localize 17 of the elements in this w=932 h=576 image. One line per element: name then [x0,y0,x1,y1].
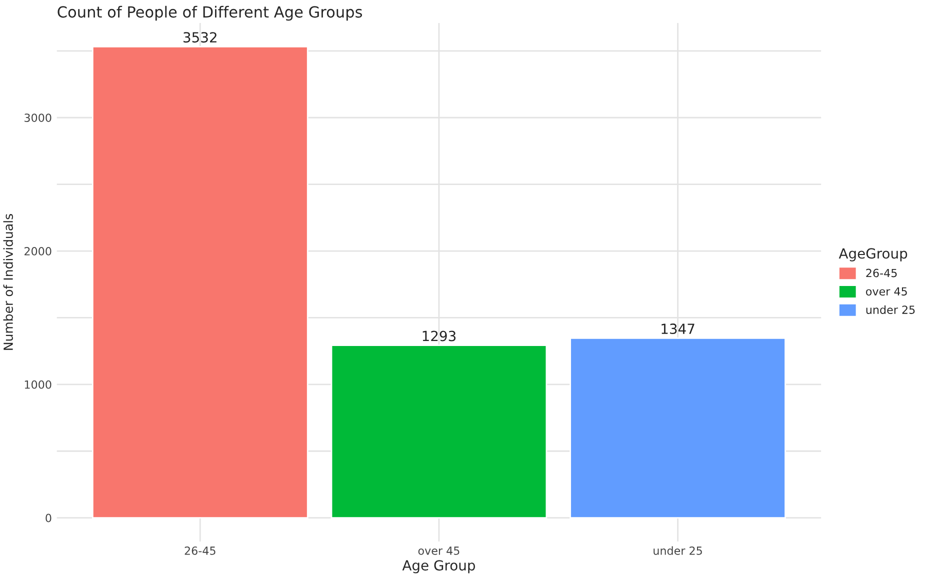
y-tick-label: 3000 [24,114,52,122]
chart-title: Count of People of Different Age Groups [58,6,362,21]
legend-label: over 45 [866,287,907,296]
x-tick-label: 26-45 [184,546,216,555]
y-axis-title: Number of Individuals [3,214,13,350]
y-tick-label: 1000 [24,380,52,389]
data-label: 1293 [422,330,456,342]
legend-label: 26-45 [866,268,897,278]
data-label: 1347 [662,324,694,334]
x-axis-title: Age Group [402,560,475,574]
data-label: 3532 [184,32,216,43]
y-tick-label: 0 [46,514,52,522]
legend-title: AgeGroup [838,248,908,262]
legend-label: under 25 [866,305,915,314]
x-tick-label: under 25 [654,546,702,555]
x-tick-label: over 45 [418,546,460,555]
y-tick-label: 2000 [24,247,52,256]
